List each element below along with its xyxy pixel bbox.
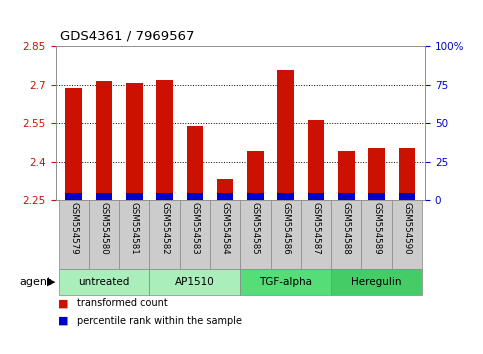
Bar <box>398 148 415 200</box>
Bar <box>398 193 415 200</box>
Text: untreated: untreated <box>78 277 130 287</box>
Text: GSM554582: GSM554582 <box>160 202 169 255</box>
Text: ■: ■ <box>58 298 69 308</box>
Bar <box>338 151 355 200</box>
Bar <box>180 200 210 269</box>
Bar <box>126 83 142 200</box>
Bar <box>241 269 331 295</box>
Bar <box>217 193 233 200</box>
Text: agent: agent <box>19 277 52 287</box>
Bar <box>119 200 149 269</box>
Bar <box>270 200 301 269</box>
Bar <box>361 200 392 269</box>
Bar <box>368 148 385 200</box>
Bar <box>126 193 142 200</box>
Bar <box>96 81 113 200</box>
Text: GSM554588: GSM554588 <box>342 202 351 255</box>
Text: AP1510: AP1510 <box>175 277 215 287</box>
Bar <box>156 193 173 200</box>
Bar <box>247 193 264 200</box>
Text: GSM554589: GSM554589 <box>372 202 381 255</box>
Bar <box>338 193 355 200</box>
Bar <box>241 200 270 269</box>
Bar <box>149 200 180 269</box>
Text: Heregulin: Heregulin <box>351 277 402 287</box>
Text: TGF-alpha: TGF-alpha <box>259 277 312 287</box>
Text: GSM554585: GSM554585 <box>251 202 260 255</box>
Bar <box>331 200 361 269</box>
Bar <box>186 193 203 200</box>
Text: GSM554587: GSM554587 <box>312 202 321 255</box>
Text: GSM554583: GSM554583 <box>190 202 199 255</box>
Text: GDS4361 / 7969567: GDS4361 / 7969567 <box>60 29 195 42</box>
Bar <box>331 269 422 295</box>
Bar <box>186 126 203 200</box>
Bar <box>308 193 325 200</box>
Text: GSM554581: GSM554581 <box>130 202 139 255</box>
Text: GSM554584: GSM554584 <box>221 202 229 255</box>
Text: GSM554590: GSM554590 <box>402 202 412 255</box>
Bar <box>65 88 82 200</box>
Bar <box>58 200 89 269</box>
Bar <box>392 200 422 269</box>
Bar <box>368 193 385 200</box>
Bar <box>277 70 294 200</box>
Bar <box>65 193 82 200</box>
Text: percentile rank within the sample: percentile rank within the sample <box>77 316 242 326</box>
Bar <box>217 179 233 200</box>
Text: transformed count: transformed count <box>77 298 168 308</box>
Bar <box>96 193 113 200</box>
Text: GSM554586: GSM554586 <box>281 202 290 255</box>
Text: ▶: ▶ <box>47 277 56 287</box>
Bar <box>308 120 325 200</box>
Bar <box>210 200 241 269</box>
Bar <box>89 200 119 269</box>
Bar <box>58 269 149 295</box>
Bar <box>277 193 294 200</box>
Text: GSM554579: GSM554579 <box>69 202 78 255</box>
Bar <box>301 200 331 269</box>
Bar <box>149 269 241 295</box>
Bar <box>247 151 264 200</box>
Bar <box>156 80 173 200</box>
Text: GSM554580: GSM554580 <box>99 202 109 255</box>
Text: ■: ■ <box>58 316 69 326</box>
